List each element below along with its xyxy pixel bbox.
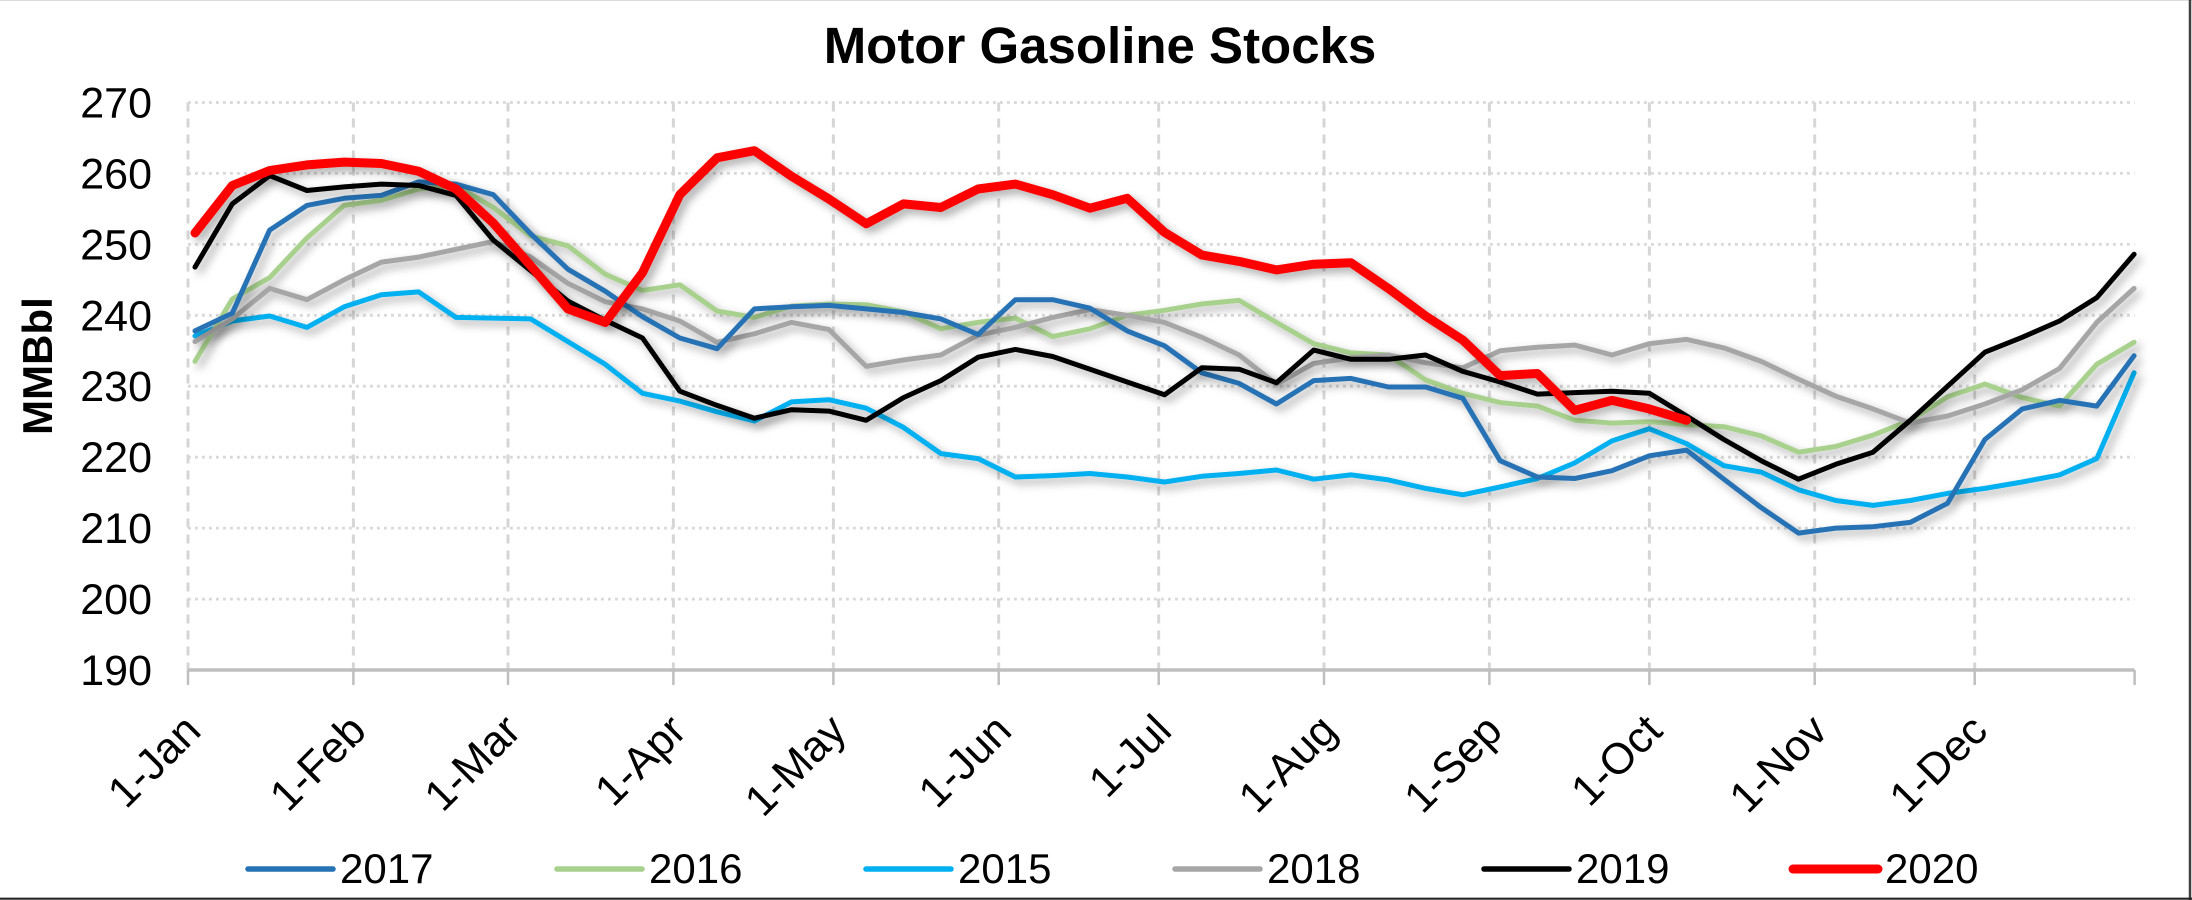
svg-text:200: 200 xyxy=(80,576,152,624)
svg-text:2018: 2018 xyxy=(1267,845,1360,892)
svg-text:2020: 2020 xyxy=(1885,845,1978,892)
svg-text:190: 190 xyxy=(80,647,152,695)
svg-text:270: 270 xyxy=(80,80,152,128)
svg-text:MMBbl: MMBbl xyxy=(14,297,61,435)
svg-text:260: 260 xyxy=(80,150,152,198)
svg-text:Motor Gasoline Stocks: Motor Gasoline Stocks xyxy=(824,17,1377,74)
svg-text:2016: 2016 xyxy=(649,845,742,892)
svg-text:220: 220 xyxy=(80,434,152,482)
svg-text:210: 210 xyxy=(80,505,152,553)
svg-text:250: 250 xyxy=(80,221,152,269)
svg-text:2017: 2017 xyxy=(340,845,433,892)
svg-text:240: 240 xyxy=(80,292,152,340)
svg-text:230: 230 xyxy=(80,363,152,411)
svg-text:2019: 2019 xyxy=(1576,845,1669,892)
svg-text:2015: 2015 xyxy=(958,845,1051,892)
